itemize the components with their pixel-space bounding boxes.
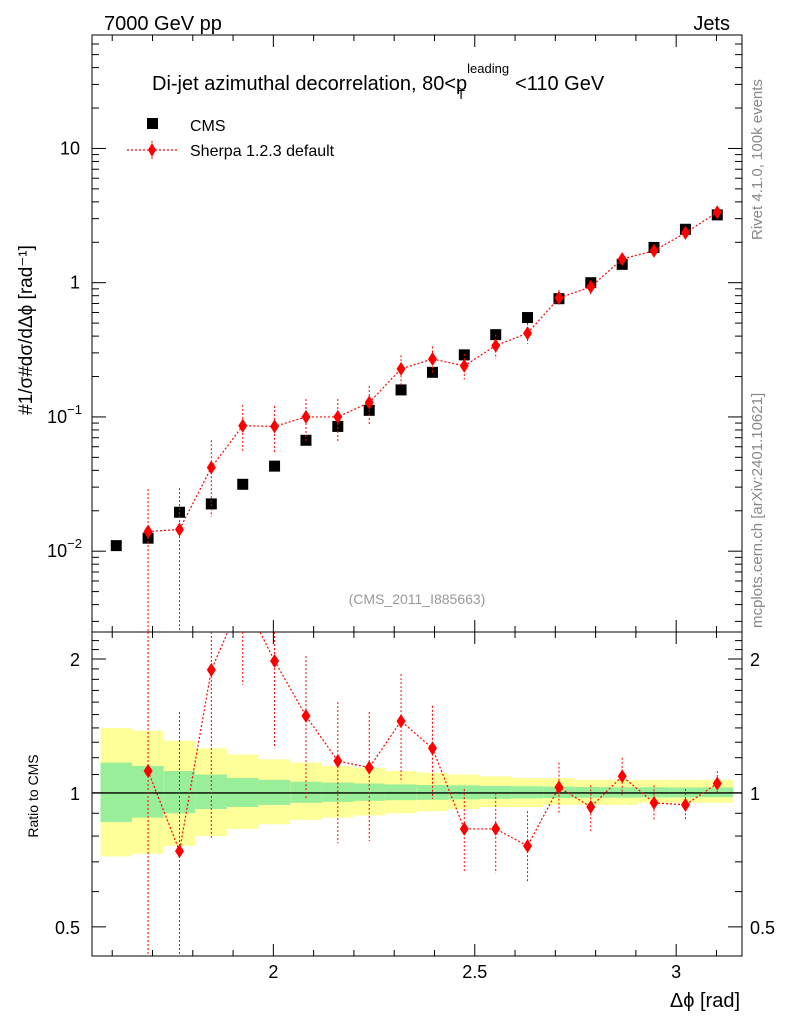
- chart-title: Di-jet azimuthal decorrelation, 80<plead…: [152, 61, 605, 102]
- title-main: Di-jet azimuthal decorrelation, 80<p: [152, 73, 467, 95]
- y-tick-label: 10−1: [47, 402, 82, 427]
- ratio-y-tick-label-left: 2: [70, 650, 80, 670]
- ratio-point: [206, 662, 216, 677]
- ratio-point: [270, 653, 280, 668]
- y-tick-label: 10−2: [47, 536, 82, 561]
- cms-point: [237, 478, 249, 490]
- sherpa-point: [333, 409, 343, 424]
- sherpa-point: [206, 460, 216, 475]
- ratio-point: [333, 753, 343, 768]
- header-left: 7000 GeV pp: [104, 13, 222, 35]
- ratio-point: [617, 769, 627, 784]
- sherpa-point: [586, 279, 596, 294]
- ratio-point: [491, 821, 501, 836]
- ratio-point: [143, 764, 153, 779]
- ratio-point: [586, 799, 596, 814]
- ratio-y-tick-label-right: 0.5: [750, 918, 775, 938]
- sherpa-point: [649, 243, 659, 258]
- header-right: Jets: [693, 13, 730, 35]
- axes-frame: 2 2.5 3 10−2 10−1 1 10 0.5 0.5 1 1 2 2: [47, 34, 775, 982]
- sherpa-point: [459, 358, 469, 373]
- cms-point: [269, 460, 281, 472]
- ratio-y-tick-label-left: 0.5: [55, 918, 80, 938]
- rivet-label: Rivet 4.1.0, 100k events: [749, 79, 766, 240]
- ratio-point: [459, 821, 469, 836]
- band-inner-bin: [195, 774, 228, 810]
- ratio-point: [301, 708, 311, 723]
- legend-sherpa-marker: [148, 143, 156, 157]
- title-sup: leading: [467, 61, 509, 76]
- x-tick-label: 2: [268, 962, 278, 982]
- cms-point: [332, 420, 344, 432]
- ratio-point: [649, 795, 659, 810]
- ratio-y-tick-label-right: 1: [750, 784, 760, 804]
- sherpa-point: [174, 522, 184, 537]
- ratio-y-tick-label-left: 1: [70, 784, 80, 804]
- ratio-point: [396, 714, 406, 729]
- uncertainty-band: [100, 727, 733, 857]
- sherpa-point: [523, 326, 533, 341]
- sherpa-point: [143, 524, 153, 539]
- sherpa-point: [364, 395, 374, 410]
- sherpa-point: [554, 290, 564, 305]
- x-tick-label: 3: [671, 962, 681, 982]
- ratio-ylabel: Ratio to CMS: [25, 754, 41, 837]
- cms-point: [522, 312, 534, 324]
- cms-point: [205, 498, 217, 510]
- title-end: <110 GeV: [515, 73, 605, 95]
- cms-point: [110, 540, 122, 552]
- ratio-point: [680, 797, 690, 812]
- main-ylabel: #1/σ#dσ/dΔϕ [rad⁻¹]: [16, 245, 37, 415]
- band-inner-bin: [321, 782, 354, 802]
- sherpa-point: [712, 205, 722, 220]
- analysis-tag: (CMS_2011_I885663): [349, 591, 486, 607]
- sherpa-point: [301, 409, 311, 424]
- y-tick-label: 10: [60, 138, 80, 158]
- sherpa-point: [396, 361, 406, 376]
- sherpa-point: [680, 225, 690, 240]
- sherpa-point: [617, 252, 627, 267]
- ratio-point: [712, 776, 722, 791]
- x-axis-label: Δϕ [rad]: [670, 990, 740, 1012]
- sherpa-point: [491, 338, 501, 353]
- ratio-point: [174, 844, 184, 859]
- ratio-y-tick-label-right: 2: [750, 650, 760, 670]
- title-sub: T: [457, 87, 465, 102]
- sherpa-point: [427, 352, 437, 367]
- ratio-point: [427, 741, 437, 756]
- legend-cms-marker: [147, 118, 158, 129]
- legend-sherpa-label: Sherpa 1.2.3 default: [190, 143, 335, 160]
- ratio-point: [554, 780, 564, 795]
- ratio-point: [364, 760, 374, 775]
- mcplots-label: mcplots.cern.ch [arXiv:2401.10621]: [749, 393, 766, 628]
- legend-cms-label: CMS: [190, 118, 226, 135]
- y-tick-label: 1: [70, 273, 80, 293]
- x-tick-label: 2.5: [462, 962, 487, 982]
- ratio-point: [523, 838, 533, 853]
- cms-point: [395, 384, 407, 396]
- sherpa-point: [238, 418, 248, 433]
- data-layer: [110, 205, 723, 956]
- sherpa-point: [270, 419, 280, 434]
- ratio-frame: [91, 631, 743, 957]
